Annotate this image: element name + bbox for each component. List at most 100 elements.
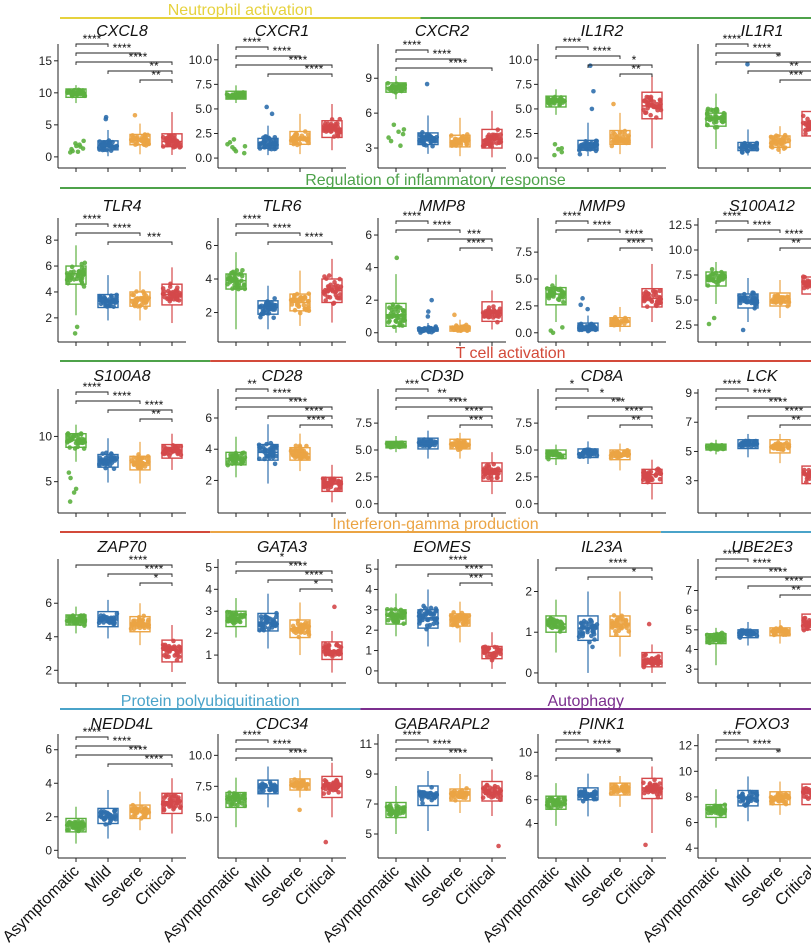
data-point — [457, 790, 463, 795]
y-tick-label: 12.5 — [669, 218, 693, 232]
y-tick-label: 7 — [685, 415, 692, 429]
significance-label: **** — [83, 380, 102, 394]
data-point — [805, 116, 810, 122]
significance-bracket — [555, 757, 653, 761]
data-point — [293, 443, 299, 449]
y-tick-label: 8 — [525, 769, 532, 783]
data-point — [558, 619, 563, 625]
significance-bracket — [555, 229, 621, 233]
data-point — [258, 314, 263, 320]
data-point — [771, 299, 777, 305]
data-point — [496, 843, 501, 849]
significance-label: **** — [593, 218, 612, 232]
data-point — [264, 104, 269, 110]
data-point — [142, 813, 147, 819]
y-tick-label: 0.0 — [515, 151, 532, 165]
significance-label: **** — [753, 556, 772, 570]
y-tick-label: 2.5 — [515, 127, 532, 141]
y-tick-label: 2 — [205, 626, 212, 640]
box — [161, 133, 183, 148]
data-point — [138, 619, 144, 624]
y-tick-label: 6 — [685, 816, 692, 830]
significance-label: **** — [723, 32, 742, 46]
data-point — [547, 288, 553, 294]
data-point — [657, 476, 663, 482]
significance-bracket — [107, 70, 173, 74]
significance-bracket — [779, 594, 811, 598]
significance-bracket — [555, 406, 653, 410]
significance-bracket — [75, 43, 109, 47]
data-point — [227, 618, 233, 624]
significance-bracket — [235, 388, 269, 392]
y-tick-label: 1 — [525, 625, 532, 639]
data-point — [716, 639, 722, 644]
significance-label: *** — [467, 227, 481, 241]
data-point — [549, 625, 555, 631]
box — [257, 137, 279, 149]
data-point — [612, 131, 618, 137]
data-point — [81, 138, 86, 144]
data-point — [112, 808, 117, 814]
box — [577, 139, 599, 151]
data-point — [326, 273, 332, 278]
data-point — [267, 787, 272, 793]
data-point — [66, 827, 71, 833]
box — [161, 792, 183, 815]
data-point — [388, 138, 394, 144]
box — [705, 803, 727, 819]
data-point — [653, 660, 658, 666]
data-point — [578, 789, 584, 794]
data-point — [336, 651, 341, 657]
data-point — [587, 63, 593, 68]
data-point — [647, 782, 653, 788]
data-point — [225, 142, 230, 147]
significance-bracket — [427, 415, 493, 419]
significance-label: * — [314, 577, 319, 591]
data-point — [584, 620, 589, 625]
y-tick-label: 0 — [525, 666, 532, 680]
significance-bracket — [139, 79, 173, 83]
y-tick-label: 2 — [45, 810, 52, 824]
data-point — [98, 301, 104, 307]
y-tick-label: 12 — [679, 739, 693, 753]
significance-label: * — [570, 377, 575, 391]
significance-label: **** — [753, 218, 772, 232]
y-tick-label: 5.0 — [195, 102, 212, 116]
data-point — [386, 135, 391, 140]
data-point — [301, 302, 307, 308]
data-point — [592, 637, 597, 642]
significance-bracket — [395, 49, 429, 53]
significance-label: **** — [289, 53, 308, 67]
data-point — [803, 131, 808, 136]
data-point — [490, 653, 496, 658]
significance-label: * — [776, 50, 781, 64]
data-point — [166, 643, 172, 649]
data-point — [401, 127, 407, 132]
significance-label: **** — [129, 743, 148, 757]
data-point — [590, 644, 595, 650]
data-point — [67, 499, 73, 504]
panel-title: MMP8 — [419, 198, 465, 215]
panel-title: GATA3 — [257, 539, 307, 556]
data-point — [552, 152, 557, 158]
y-tick-label: 10.0 — [189, 748, 213, 762]
significance-bracket — [427, 238, 493, 242]
data-point — [589, 106, 595, 112]
data-point — [644, 94, 650, 100]
data-point — [111, 304, 116, 309]
significance-label: **** — [289, 559, 308, 573]
significance-bracket — [395, 406, 493, 410]
data-point — [68, 475, 73, 481]
data-point — [335, 133, 341, 138]
y-tick-label: 9 — [365, 71, 372, 85]
significance-bracket — [395, 388, 429, 392]
y-tick-label: 6 — [45, 596, 52, 610]
data-point — [401, 308, 406, 314]
significance-bracket — [555, 748, 621, 752]
panel-title: IL23A — [581, 539, 623, 556]
data-point — [336, 295, 341, 301]
data-point — [165, 451, 170, 456]
significance-bracket — [107, 573, 173, 577]
